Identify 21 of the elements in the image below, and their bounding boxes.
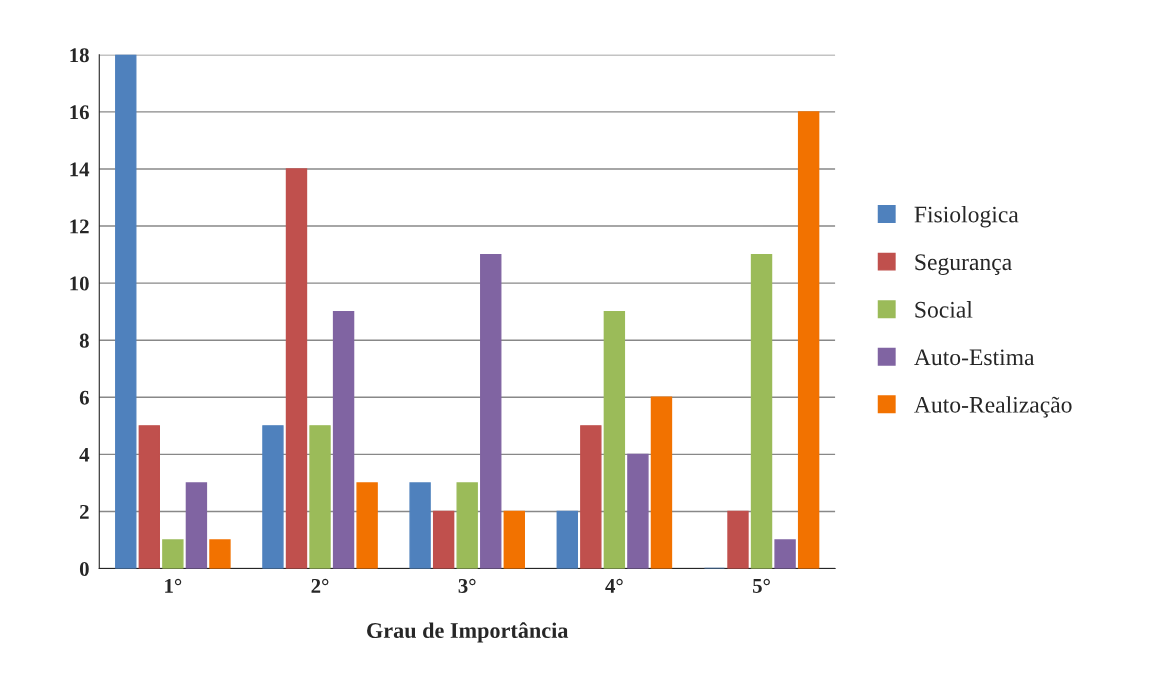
x-tick-label: 2° [311, 578, 329, 593]
y-tick-label: 18 [70, 48, 89, 63]
y-tick-label: 16 [70, 105, 89, 120]
y-tick-label: 8 [79, 333, 89, 348]
y-tick-label: 14 [70, 162, 90, 177]
y-tick-label: 6 [79, 390, 89, 405]
y-tick-label: 2 [80, 504, 89, 519]
y-tick-label: 12 [70, 219, 89, 234]
y-tick-label: 0 [79, 561, 89, 576]
x-axis-title: Grau de Importância [367, 622, 569, 643]
x-tick-label: 3° [458, 578, 476, 593]
y-tick-label: 4 [79, 447, 90, 462]
legend-label: Auto-Estima [914, 349, 1035, 366]
x-tick-label: 1° [165, 578, 182, 593]
x-tick-label: 4° [605, 578, 623, 593]
x-tick-label: 5° [753, 578, 770, 593]
legend-label: Auto-Realização [914, 396, 1072, 418]
legend-label: Segurança [915, 254, 1012, 275]
y-tick-label: 10 [70, 276, 89, 291]
legend-label: Social [915, 301, 973, 318]
legend-label: Fisiologica [914, 205, 1019, 228]
